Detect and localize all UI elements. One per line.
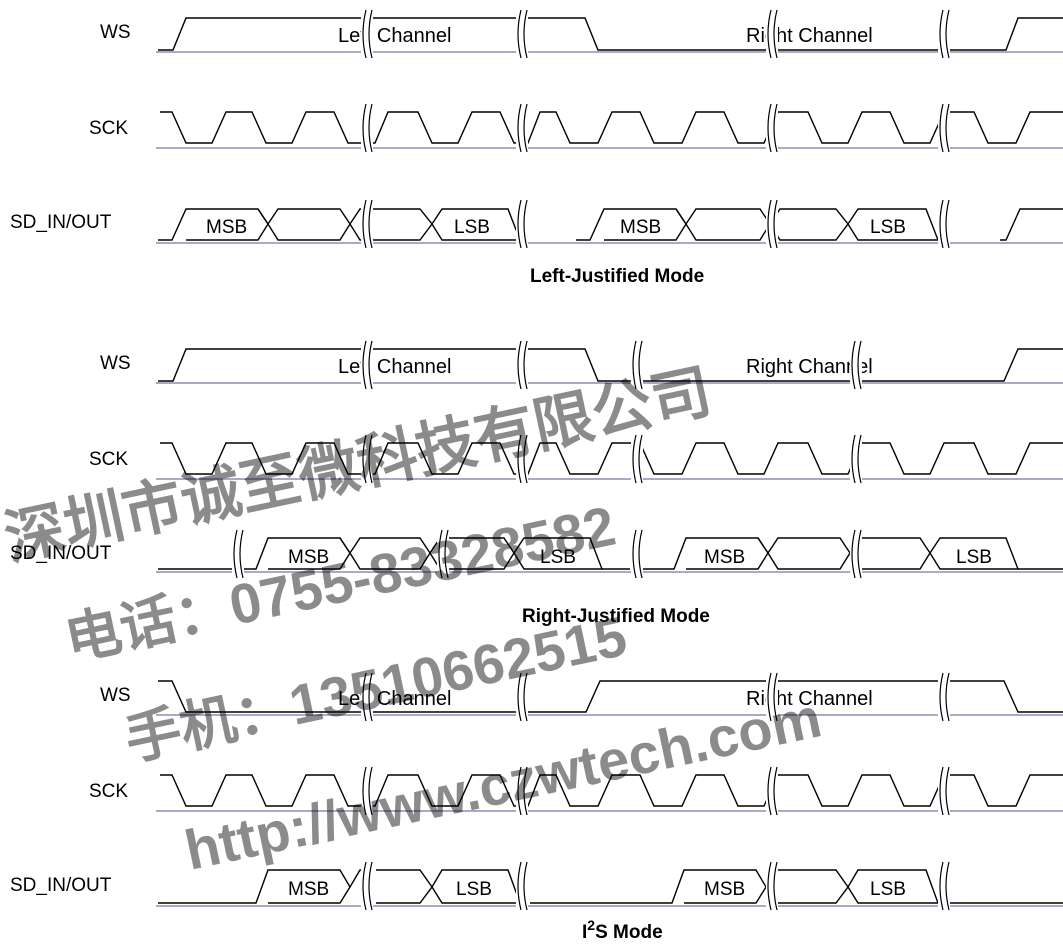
ws-signal-label: WS: [100, 685, 131, 706]
sd-box-label: LSB: [454, 217, 490, 238]
sd-box-lsb-1: [513, 537, 604, 570]
left-channel-label: Left Channel: [338, 356, 451, 378]
ws-waveform-left: [158, 680, 518, 713]
sd-signal-label: SD_IN/OUT: [10, 543, 112, 564]
ws-waveform-next: [950, 680, 1063, 713]
sd-box-lsb-1: [431, 869, 521, 904]
ws-waveform-mid: [522, 348, 632, 382]
sck-signal-label: SCK: [89, 118, 128, 139]
sd-box-label: MSB: [704, 547, 745, 568]
sd-slot-1: [257, 208, 351, 241]
mode-title-rest: S Mode: [595, 922, 663, 943]
sd-box-label: LSB: [870, 879, 906, 900]
sd-box-label: MSB: [288, 879, 329, 900]
right-channel-label: Right Channel: [746, 356, 873, 378]
sd-box-label: LSB: [870, 217, 906, 238]
panel-right-justified: WS SCK SD_IN/OUT MSB LSB MSB LSB Left Ch…: [10, 340, 1063, 627]
mode-title: Right-Justified Mode: [522, 606, 710, 627]
left-channel-label: Left Channel: [338, 25, 451, 47]
sd-box-label: LSB: [540, 547, 576, 568]
mode-title-superscript: 2: [587, 917, 595, 933]
sd-box-label: LSB: [456, 879, 492, 900]
mode-title: I2S Mode: [582, 917, 663, 943]
sd-slot-4: [769, 208, 849, 241]
panel-left-justified: WS SCK SD_IN/OUT MSB LSB MSB LSB Left Ch…: [10, 9, 1063, 287]
sd-box-label: LSB: [956, 547, 992, 568]
sd-box-lsb-1: [431, 208, 522, 241]
sd-slot-1: [339, 537, 431, 570]
ws-signal-label: WS: [100, 353, 131, 374]
ws-waveform-right: [642, 348, 1063, 382]
mode-title: Left-Justified Mode: [530, 266, 704, 287]
sd-box-label: MSB: [620, 217, 661, 238]
panel-i2s: WS SCK SD_IN/OUT MSB LSB MSB LSB Left Ch…: [10, 672, 1063, 943]
sd-slot-2: [376, 869, 433, 904]
sd-box-lsb-2: [847, 208, 940, 241]
sd-signal-label: SD_IN/OUT: [10, 212, 112, 233]
ws-waveform-next: [950, 17, 1063, 51]
sd-box-lsb-2: [929, 537, 1020, 570]
sd-box-label: MSB: [704, 879, 745, 900]
mode-title-i: I: [582, 922, 587, 943]
sd-box-label: MSB: [206, 217, 247, 238]
sd-box-label: MSB: [288, 547, 329, 568]
sd-box-lsb-2: [847, 869, 939, 904]
sck-waveform: [160, 111, 1063, 144]
sd-slot-3: [675, 208, 771, 241]
ws-waveform-right: [522, 17, 940, 51]
sd-slot-3: [757, 537, 851, 570]
break-marks: [361, 9, 950, 249]
ws-signal-label: WS: [100, 22, 131, 43]
sck-waveform: [160, 442, 1063, 475]
right-channel-label: Right Channel: [746, 25, 873, 47]
sd-signal-label: SD_IN/OUT: [10, 875, 112, 896]
break-marks: [232, 340, 862, 579]
sck-waveform: [160, 774, 1063, 807]
sck-signal-label: SCK: [89, 449, 128, 470]
sd-slot-3: [765, 869, 849, 904]
break-marks: [361, 672, 950, 911]
sd-box-msb-1: [158, 869, 351, 904]
sd-box-next: [1000, 208, 1063, 241]
sck-signal-label: SCK: [89, 781, 128, 802]
sd-box-msb-2: [530, 869, 767, 904]
